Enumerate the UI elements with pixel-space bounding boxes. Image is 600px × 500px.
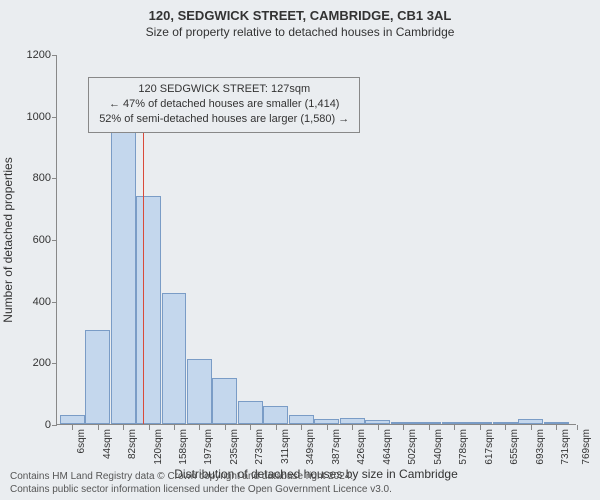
x-tick-mark: [72, 425, 73, 430]
x-tick-mark: [199, 425, 200, 430]
x-tick-mark: [301, 425, 302, 430]
x-tick-label: 120sqm: [153, 429, 164, 465]
histogram-bar: [60, 415, 85, 424]
y-tick-label: 400: [17, 296, 51, 308]
x-tick-label: 6sqm: [76, 429, 87, 453]
x-tick-mark: [149, 425, 150, 430]
y-axis-label: Number of detached properties: [1, 157, 15, 322]
histogram-bar: [162, 293, 187, 424]
x-tick-label: 158sqm: [178, 429, 189, 465]
x-tick-mark: [577, 425, 578, 430]
x-tick-mark: [505, 425, 506, 430]
x-tick-mark: [556, 425, 557, 430]
x-tick-label: 502sqm: [407, 429, 418, 465]
y-tick-mark: [52, 178, 57, 179]
x-tick-mark: [531, 425, 532, 430]
y-tick-mark: [52, 425, 57, 426]
x-tick-label: 578sqm: [458, 429, 469, 465]
x-tick-label: 82sqm: [127, 429, 138, 459]
x-tick-mark: [225, 425, 226, 430]
x-tick-mark: [403, 425, 404, 430]
histogram-bar: [416, 422, 441, 424]
x-tick-label: 273sqm: [254, 429, 265, 465]
histogram-bar: [238, 401, 263, 424]
x-tick-label: 426sqm: [356, 429, 367, 465]
info-box: 120 SEDGWICK STREET: 127sqm← 47% of deta…: [88, 77, 360, 133]
x-tick-label: 769sqm: [581, 429, 592, 465]
histogram-bar: [314, 419, 339, 424]
chart-container: Number of detached properties 0200400600…: [56, 55, 576, 425]
y-tick-mark: [52, 117, 57, 118]
x-tick-mark: [174, 425, 175, 430]
histogram-bar: [263, 406, 288, 425]
reference-marker-line: [143, 94, 144, 424]
x-tick-mark: [123, 425, 124, 430]
info-box-line: 120 SEDGWICK STREET: 127sqm: [99, 82, 349, 97]
x-tick-label: 693sqm: [535, 429, 546, 465]
y-tick-label: 1200: [17, 49, 51, 61]
histogram-bar: [365, 420, 390, 424]
x-tick-label: 311sqm: [280, 429, 291, 464]
histogram-bar: [111, 128, 136, 424]
y-tick-mark: [52, 55, 57, 56]
x-tick-label: 44sqm: [102, 429, 113, 459]
histogram-bar: [136, 196, 161, 424]
x-tick-label: 464sqm: [382, 429, 393, 465]
y-tick-mark: [52, 240, 57, 241]
info-box-line: 52% of semi-detached houses are larger (…: [99, 112, 349, 127]
footer-line-1: Contains HM Land Registry data © Crown c…: [10, 470, 392, 483]
histogram-bar: [289, 415, 314, 424]
page-title: 120, SEDGWICK STREET, CAMBRIDGE, CB1 3AL: [0, 0, 600, 23]
x-tick-mark: [480, 425, 481, 430]
y-tick-label: 200: [17, 357, 51, 369]
x-tick-mark: [250, 425, 251, 430]
x-tick-mark: [454, 425, 455, 430]
histogram-bar: [212, 378, 237, 424]
x-tick-mark: [378, 425, 379, 430]
y-tick-label: 0: [17, 419, 51, 431]
histogram-bar: [340, 418, 365, 424]
histogram-bar: [85, 330, 110, 424]
x-tick-label: 387sqm: [331, 429, 342, 465]
histogram-bar: [518, 419, 543, 424]
histogram-bar: [544, 422, 569, 424]
y-tick-label: 800: [17, 172, 51, 184]
x-tick-mark: [327, 425, 328, 430]
x-tick-label: 197sqm: [203, 429, 214, 465]
y-tick-label: 1000: [17, 111, 51, 123]
x-tick-mark: [352, 425, 353, 430]
y-tick-mark: [52, 302, 57, 303]
x-tick-label: 540sqm: [433, 429, 444, 465]
x-tick-label: 235sqm: [229, 429, 240, 465]
histogram-bar: [467, 422, 492, 424]
plot-area: 020040060080010001200120 SEDGWICK STREET…: [56, 55, 576, 425]
histogram-bar: [442, 422, 467, 424]
page-subtitle: Size of property relative to detached ho…: [0, 23, 600, 39]
x-tick-mark: [98, 425, 99, 430]
x-tick-mark: [276, 425, 277, 430]
x-tick-label: 655sqm: [509, 429, 520, 465]
info-box-line: ← 47% of detached houses are smaller (1,…: [99, 97, 349, 112]
x-tick-mark: [429, 425, 430, 430]
histogram-bar: [493, 422, 518, 424]
x-tick-label: 349sqm: [305, 429, 316, 465]
histogram-bar: [187, 359, 212, 424]
y-tick-mark: [52, 363, 57, 364]
x-tick-label: 731sqm: [560, 429, 571, 465]
y-tick-label: 600: [17, 234, 51, 246]
footer-attribution: Contains HM Land Registry data © Crown c…: [10, 470, 392, 496]
footer-line-2: Contains public sector information licen…: [10, 483, 392, 496]
x-tick-label: 617sqm: [484, 429, 495, 465]
histogram-bar: [391, 422, 416, 424]
